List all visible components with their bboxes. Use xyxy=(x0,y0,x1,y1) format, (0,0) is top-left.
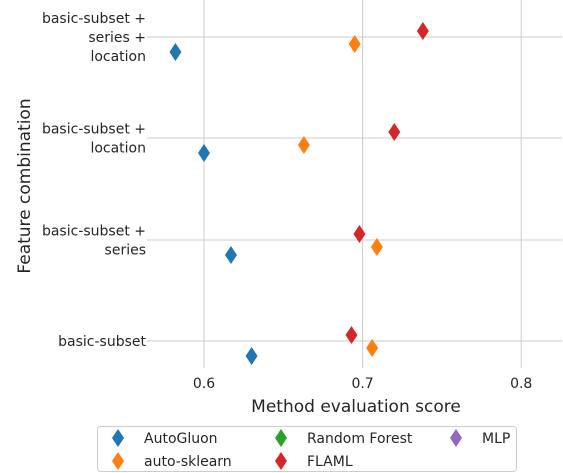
tick-layer: 0.60.70.80.91.0basic-subset +series +loc… xyxy=(42,11,532,392)
y-tick-label-line: location xyxy=(90,49,146,65)
y-tick-label: basic-subset + location xyxy=(42,122,146,157)
marker-autogluon xyxy=(245,347,258,365)
x-axis-title: Method evaluation score xyxy=(251,397,461,417)
legend-marker xyxy=(275,429,287,447)
y-tick-label-line: series + xyxy=(88,30,146,46)
legend-marker xyxy=(275,452,287,470)
x-tick-label: 0.6 xyxy=(193,376,215,392)
x-tick-label: 0.8 xyxy=(510,376,532,392)
legend-frame xyxy=(97,426,517,472)
legend-marker xyxy=(112,429,124,447)
legend-label: FLAML xyxy=(307,454,353,470)
marker-autogluon xyxy=(224,246,237,264)
legend-label: auto-sklearn xyxy=(144,454,232,470)
y-tick-label-line: basic-subset + xyxy=(42,122,146,138)
grid-layer xyxy=(147,0,562,368)
y-tick-label: basic-subset + series xyxy=(42,224,146,259)
legend-marker xyxy=(112,452,124,470)
y-tick-label-line: location xyxy=(90,141,146,157)
y-tick-label-line: series xyxy=(105,243,146,259)
marker-auto-sklearn xyxy=(370,238,383,256)
legend-label: MLP xyxy=(482,431,510,447)
marker-flaml xyxy=(388,123,401,141)
x-tick-label: 0.7 xyxy=(351,376,373,392)
y-tick-label: basic-subset xyxy=(58,334,146,350)
marker-layer xyxy=(169,22,429,365)
marker-autogluon xyxy=(198,144,210,162)
marker-auto-sklearn xyxy=(297,136,310,154)
marker-auto-sklearn xyxy=(366,339,379,357)
y-tick-label: basic-subset + series + location xyxy=(42,11,146,65)
legend-label: Random Forest xyxy=(307,431,413,447)
marker-flaml xyxy=(345,326,358,344)
y-tick-label-line: basic-subset xyxy=(58,334,146,350)
marker-autogluon xyxy=(169,43,182,61)
y-axis-title: Feature combination xyxy=(15,98,35,273)
y-tick-label-line: basic-subset + xyxy=(42,11,146,27)
legend-label: AutoGluon xyxy=(144,431,218,447)
legend-marker xyxy=(450,429,462,447)
marker-flaml xyxy=(353,225,366,243)
y-tick-label-line: basic-subset + xyxy=(42,224,146,240)
marker-auto-sklearn xyxy=(348,35,361,53)
legend: AutoGluon auto-sklearn Random Forest FLAML M… xyxy=(97,426,517,472)
marker-flaml xyxy=(416,22,429,40)
